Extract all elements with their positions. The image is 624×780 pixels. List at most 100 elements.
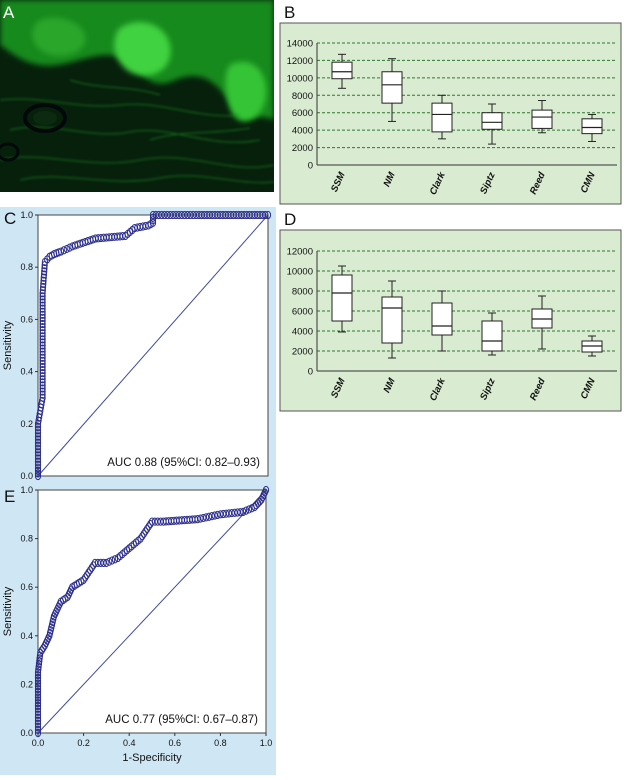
x-tick-label: 0.8 — [214, 738, 227, 748]
roc-point — [175, 210, 182, 220]
y-tick-label: 10000 — [287, 267, 313, 278]
y-tick-label: 2000 — [292, 143, 313, 154]
y-tick-label: 14000 — [287, 39, 313, 50]
roc-point — [39, 329, 46, 338]
box-iqr — [581, 118, 603, 135]
roc-point — [34, 432, 42, 441]
roc-point — [34, 673, 42, 682]
roc-point — [208, 512, 215, 521]
box-whisker-nm — [381, 280, 403, 359]
roc-point — [39, 338, 46, 347]
box-plot-panel-b: 0 2000 4000 6000 8000 10000 12000 14000 SSM NM Cla… — [277, 0, 624, 207]
roc-point — [39, 322, 46, 332]
box-whisker-ssm — [331, 53, 353, 89]
roc-point — [88, 563, 95, 572]
roc-panel-e: 0.0 0.2 0.4 0.6 0.8 1.0 0.0 0.2 0.4 0.6 0.8 1.0 1-Sp… — [0, 483, 276, 775]
roc-point — [155, 210, 162, 220]
roc-point — [187, 210, 194, 220]
y-tick-label: 10000 — [287, 73, 313, 84]
box-whisker-reed — [531, 295, 553, 350]
micrograph-image — [0, 0, 274, 192]
roc-point — [39, 319, 46, 329]
roc-point — [39, 350, 46, 359]
roc-point — [39, 353, 46, 362]
roc-point — [106, 557, 113, 566]
roc-point — [225, 509, 233, 518]
roc-point — [39, 356, 46, 365]
y-tick-label: 1.0 — [20, 485, 33, 495]
roc-point — [34, 682, 42, 691]
y-tick-label: 6000 — [292, 108, 313, 119]
box-iqr — [481, 112, 503, 130]
roc-point — [103, 558, 110, 568]
panel-label-d: D — [284, 210, 297, 229]
roc-point — [34, 422, 42, 432]
roc-point — [40, 276, 47, 285]
y-tick-label: 0.6 — [20, 314, 33, 324]
roc-point — [34, 429, 42, 438]
roc-point — [34, 698, 42, 708]
roc-point — [144, 524, 151, 533]
roc-point — [39, 393, 46, 402]
roc-point — [40, 273, 47, 282]
roc-point — [34, 460, 42, 470]
y-tick-label: 0.8 — [20, 262, 33, 272]
x-tick-label: 1.0 — [260, 738, 273, 748]
roc-point — [83, 570, 90, 580]
roc-point — [109, 556, 116, 565]
roc-point — [197, 514, 204, 523]
roc-point — [170, 210, 177, 220]
roc-point — [34, 684, 42, 694]
box-whisker-siptz — [481, 103, 503, 145]
reference-diagonal — [37, 214, 269, 477]
box-whisker-siptz — [481, 312, 503, 356]
roc-point — [34, 690, 42, 699]
roc-point — [39, 341, 46, 350]
roc-point — [158, 210, 165, 220]
roc-point — [34, 457, 42, 466]
roc-point — [39, 335, 46, 344]
roc-point — [39, 295, 46, 304]
roc-point — [34, 438, 42, 447]
roc-point — [217, 510, 224, 519]
box-plot-panel-d: 0 2000 4000 6000 8000 10000 12000 SSM NM Clark Sip… — [277, 207, 624, 414]
roc-panel-c: 0.0 0.2 0.4 0.6 0.8 1.0 Sensitivity AUC 0.88 (9… — [0, 207, 276, 483]
roc-point — [39, 304, 46, 313]
roc-point — [111, 555, 119, 564]
roc-point — [34, 707, 42, 716]
y-tick-label: 6000 — [292, 307, 313, 318]
auc-annotation: AUC 0.88 (95%CI: 0.82–0.93) — [107, 457, 260, 469]
box-iqr — [381, 296, 403, 344]
roc-point — [39, 347, 46, 356]
roc-point — [94, 558, 101, 568]
roc-point — [190, 210, 197, 220]
panel-label-a: A — [3, 3, 15, 22]
roc-point — [39, 316, 46, 326]
roc-point — [211, 511, 218, 520]
roc-point — [262, 210, 269, 220]
box-whisker-clark — [431, 290, 453, 352]
roc-point — [41, 267, 48, 276]
x-tick-label: 0.4 — [123, 738, 136, 748]
y-tick-label: 0.6 — [20, 582, 33, 592]
roc-point — [181, 210, 188, 220]
roc-point — [139, 532, 146, 541]
roc-point — [167, 210, 174, 220]
roc-point — [39, 369, 46, 378]
y-axis-label: Sensitivity — [2, 320, 14, 370]
roc-point — [37, 648, 44, 657]
box-whisker-cmn — [581, 335, 603, 357]
roc-point — [220, 509, 227, 519]
roc-point — [100, 558, 107, 568]
roc-point — [34, 710, 42, 719]
x-axis-label: 1-Specificity — [122, 752, 182, 764]
roc-point — [63, 244, 70, 254]
box-iqr — [481, 320, 503, 352]
roc-point — [82, 573, 89, 582]
roc-point — [34, 426, 42, 435]
roc-point — [39, 359, 46, 369]
roc-point — [66, 243, 73, 252]
x-tick-label: 0.0 — [32, 738, 45, 748]
